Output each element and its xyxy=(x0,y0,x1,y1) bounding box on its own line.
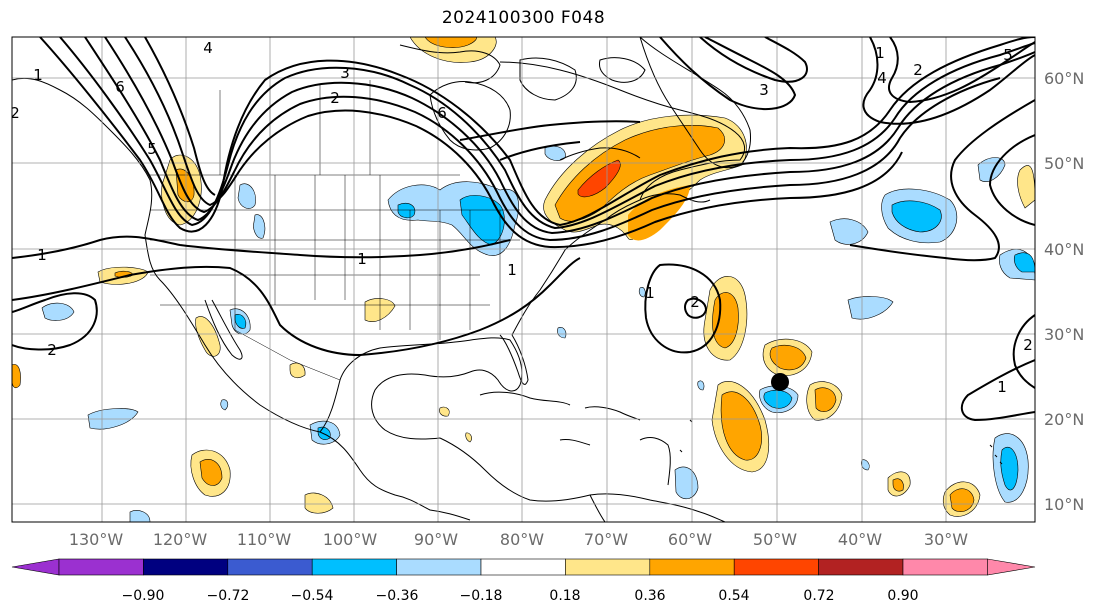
colorbar-segment xyxy=(565,558,651,576)
lon-label: 80°W xyxy=(500,530,544,549)
contour-label: 6 xyxy=(115,78,125,96)
contour-label: 2 xyxy=(330,89,340,107)
colorbar-tick-label: −0.90 xyxy=(122,588,165,604)
longitude-labels: 130°W 120°W 110°W 100°W 90°W 80°W 70°W 6… xyxy=(69,530,968,549)
contour-label: 2 xyxy=(47,341,57,359)
colorbar-segment xyxy=(143,558,229,576)
colorbar-segment xyxy=(480,558,566,576)
lon-label: 120°W xyxy=(153,530,208,549)
colorbar-tick-label: 0.54 xyxy=(718,588,749,604)
colorbar-tick-label: −0.72 xyxy=(207,588,250,604)
contour-label: 2 xyxy=(913,61,923,79)
coastlines xyxy=(12,37,1003,522)
lat-label: 30°N xyxy=(1044,325,1084,344)
colorbar-segment xyxy=(818,558,904,576)
lat-lon-grid xyxy=(12,37,1035,522)
map-title: 2024100300 F048 xyxy=(441,8,606,28)
colorbar-segment xyxy=(733,558,819,576)
lon-label: 100°W xyxy=(323,530,378,549)
contour-label: 5 xyxy=(1003,46,1013,64)
colorbar-segment xyxy=(311,558,397,576)
lon-label: 110°W xyxy=(237,530,292,549)
colorbar-tick-label: 0.90 xyxy=(887,588,918,604)
contour-labels: 1 2 3 4 5 6 1 2 3 4 5 6 1 1 2 2 1 2 1 1 … xyxy=(10,39,1033,396)
lat-label: 10°N xyxy=(1044,495,1084,514)
contour-label: 3 xyxy=(340,64,350,82)
latitude-labels: 60°N 50°N 40°N 30°N 20°N 10°N xyxy=(1044,69,1084,514)
contour-label: 1 xyxy=(645,284,655,302)
colorbar-tick-label: 0.18 xyxy=(549,588,580,604)
colorbar-extend-min xyxy=(11,558,60,576)
contour-label: 1 xyxy=(875,44,885,62)
colorbar-segment xyxy=(396,558,482,576)
contour-label: 2 xyxy=(1023,336,1033,354)
contour-label: 2 xyxy=(690,293,700,311)
colorbar-tick-label: 0.36 xyxy=(634,588,665,604)
anomaly-shading xyxy=(12,37,1035,522)
lon-label: 60°W xyxy=(668,530,712,549)
contour-label: 1 xyxy=(37,246,47,264)
colorbar-segment xyxy=(649,558,735,576)
colorbar-extend-max xyxy=(987,558,1036,576)
storm-center-marker xyxy=(771,373,789,391)
contour-label: 1 xyxy=(357,250,367,268)
lon-label: 70°W xyxy=(584,530,628,549)
contour-label: 1 xyxy=(507,261,517,279)
colorbar-tick-label: 0.72 xyxy=(803,588,834,604)
contour-label: 5 xyxy=(147,140,157,158)
contour-label: 1 xyxy=(997,378,1007,396)
contour-label: 1 xyxy=(33,66,43,84)
colorbar-tick-label: −0.36 xyxy=(376,588,419,604)
lat-label: 20°N xyxy=(1044,410,1084,429)
colorbar-ticks: −0.90 −0.72 −0.54 −0.36 −0.18 0.18 0.36 … xyxy=(122,588,919,604)
lon-label: 90°W xyxy=(414,530,458,549)
colorbar xyxy=(11,558,1036,576)
contour-label: 6 xyxy=(437,104,447,122)
colorbar-segment xyxy=(58,558,144,576)
lat-label: 50°N xyxy=(1044,154,1084,173)
lon-label: 40°W xyxy=(838,530,882,549)
lat-label: 40°N xyxy=(1044,240,1084,259)
colorbar-segment xyxy=(227,558,313,576)
lon-label: 30°W xyxy=(924,530,968,549)
colorbar-segment xyxy=(902,558,988,576)
lat-label: 60°N xyxy=(1044,69,1084,88)
contour-label: 3 xyxy=(759,81,769,99)
colorbar-tick-label: −0.18 xyxy=(460,588,503,604)
lon-label: 50°W xyxy=(753,530,797,549)
height-contours xyxy=(12,37,1035,422)
contour-label: 4 xyxy=(203,39,213,57)
map-frame xyxy=(11,36,1036,523)
contour-label: 4 xyxy=(877,69,887,87)
lon-label: 130°W xyxy=(69,530,124,549)
contour-label: 2 xyxy=(10,104,20,122)
colorbar-tick-label: −0.54 xyxy=(291,588,334,604)
